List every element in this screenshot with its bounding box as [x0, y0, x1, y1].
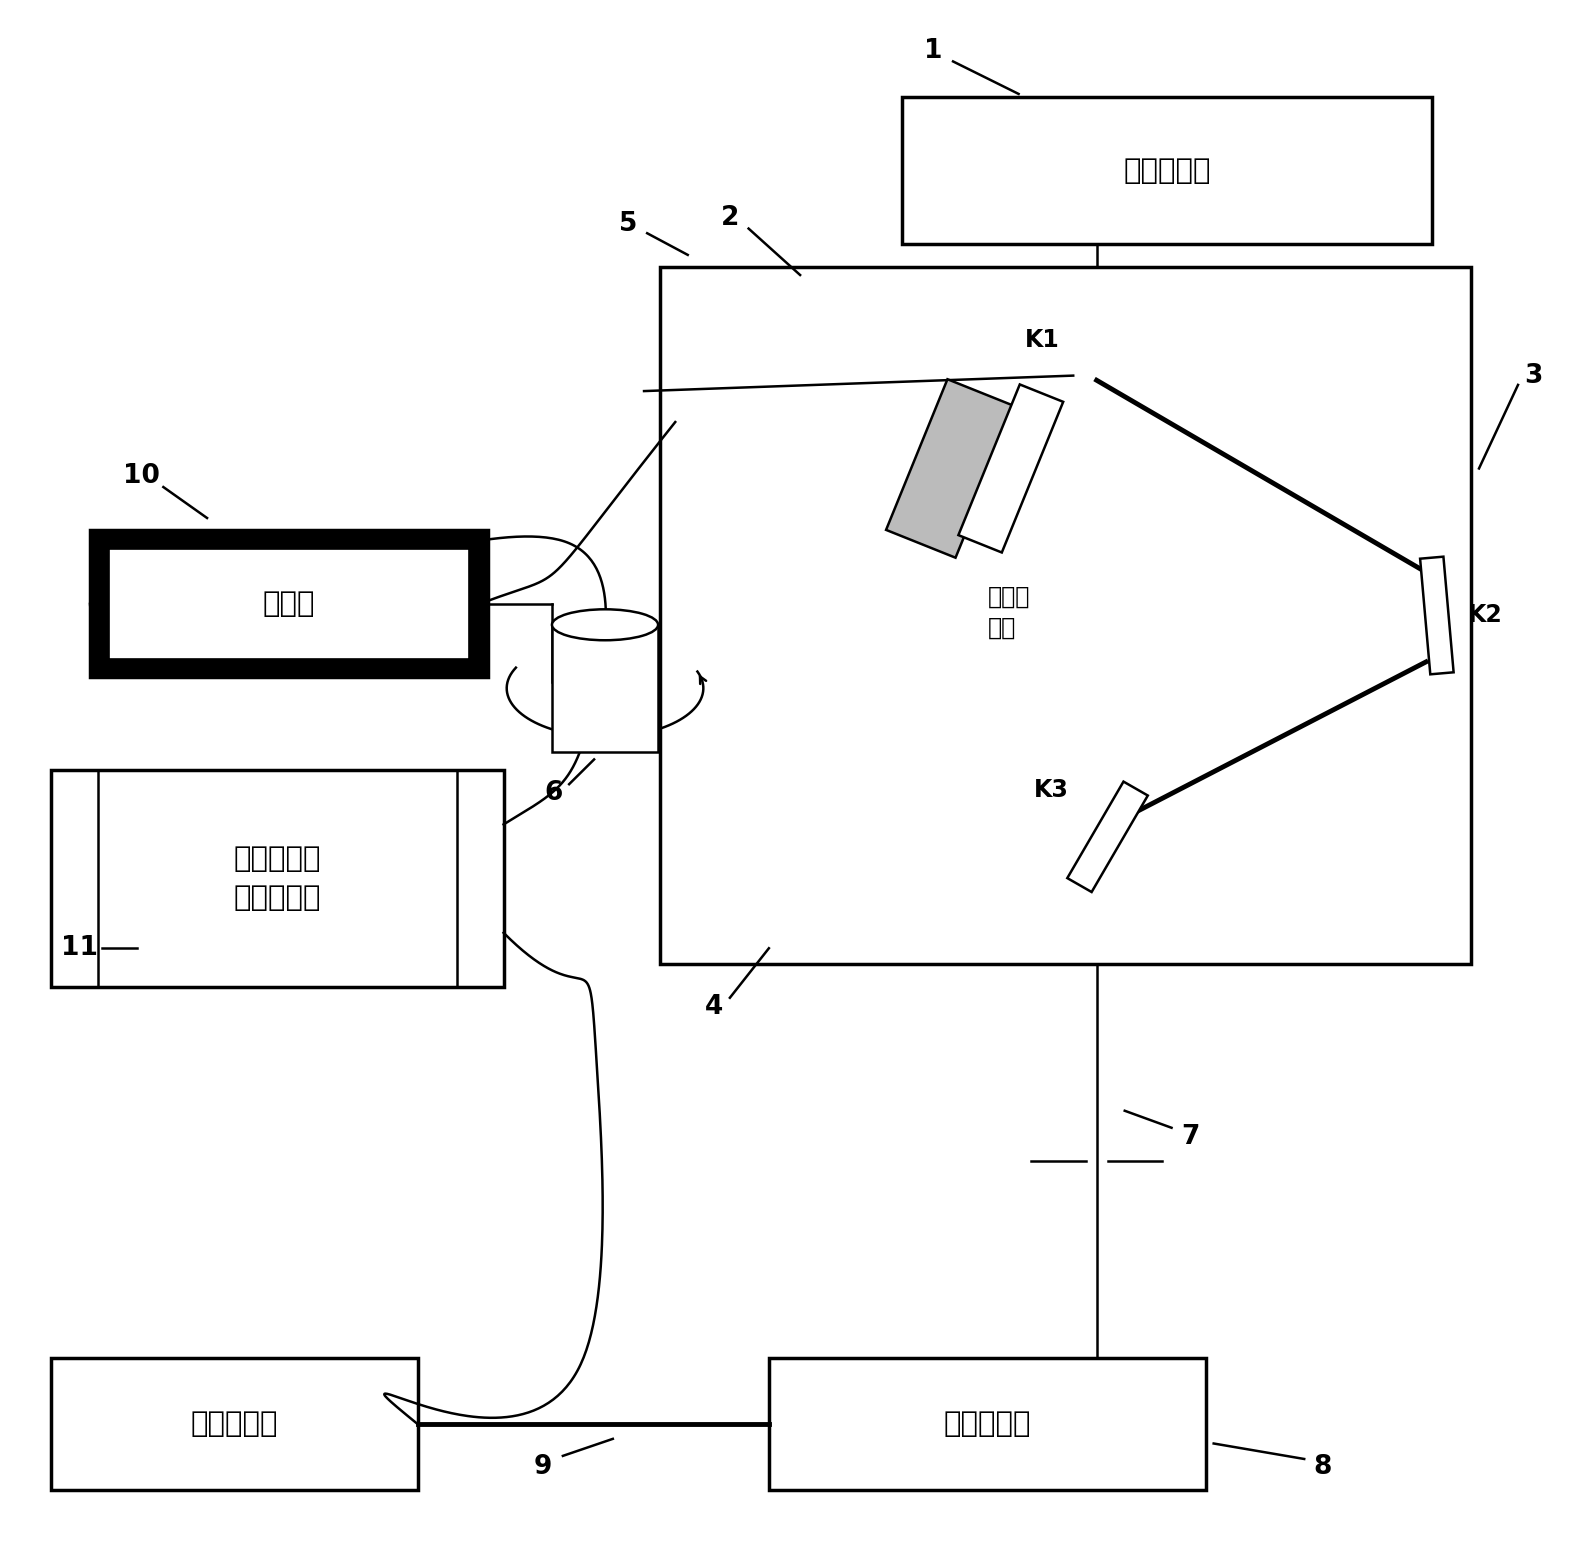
Text: 10: 10	[122, 464, 160, 489]
Bar	[659, 268, 1472, 963]
Text: K3: K3	[1034, 778, 1068, 803]
Text: 2: 2	[720, 205, 739, 230]
Polygon shape	[1067, 781, 1149, 892]
Polygon shape	[1420, 557, 1453, 674]
Bar	[89, 531, 488, 677]
Text: 5: 5	[620, 212, 637, 237]
Text: 光电探测器: 光电探测器	[190, 1410, 278, 1438]
Text: 光栅光谱仪: 光栅光谱仪	[943, 1410, 1031, 1438]
Text: K1: K1	[1025, 328, 1059, 352]
Bar	[50, 770, 504, 987]
Text: 电控平
移台: 电控平 移台	[987, 585, 1029, 640]
Text: 9: 9	[533, 1453, 552, 1480]
Text: 太阳望远镜: 太阳望远镜	[1123, 157, 1211, 185]
Ellipse shape	[552, 610, 657, 640]
Bar	[902, 96, 1432, 244]
Text: 4: 4	[704, 994, 723, 1021]
Text: K2: K2	[1469, 604, 1503, 627]
Bar	[769, 1358, 1207, 1491]
Text: 控制器: 控制器	[262, 590, 315, 618]
Text: 1: 1	[924, 37, 941, 64]
Text: 数据处理及
控制计算机: 数据处理及 控制计算机	[234, 845, 322, 912]
Polygon shape	[959, 384, 1064, 552]
Text: 7: 7	[1181, 1123, 1199, 1150]
Text: 8: 8	[1313, 1453, 1332, 1480]
Text: 3: 3	[1525, 363, 1542, 389]
Text: 11: 11	[61, 935, 97, 962]
Polygon shape	[886, 380, 1017, 557]
Bar	[50, 1358, 417, 1491]
Text: 6: 6	[544, 781, 563, 806]
Bar	[552, 626, 657, 752]
Bar	[108, 549, 469, 658]
